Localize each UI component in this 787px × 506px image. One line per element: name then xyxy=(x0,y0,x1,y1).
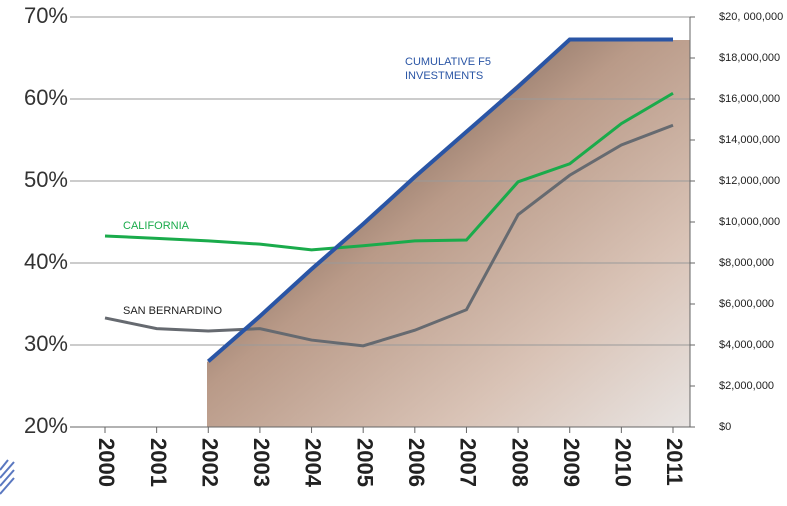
x-tick-label: 2006 xyxy=(404,438,429,487)
y2-tick-label: $4,000,000 xyxy=(719,339,774,351)
y-tick-label: 70% xyxy=(24,3,68,28)
y2-tick-label: $6,000,000 xyxy=(719,298,774,310)
series-label: SAN BERNARDINO xyxy=(123,304,323,318)
y-tick-label: 20% xyxy=(24,413,68,438)
x-tick-label: 2007 xyxy=(456,438,481,487)
y2-tick-label: $18,000,000 xyxy=(719,52,780,64)
x-tick-label: 2002 xyxy=(197,438,222,487)
y2-tick-label: $2,000,000 xyxy=(719,380,774,392)
x-tick-label: 2005 xyxy=(352,438,377,487)
x-tick-label: 2001 xyxy=(146,438,171,487)
x-tick-label: 2009 xyxy=(559,438,584,487)
y2-tick-label: $20, 000,000 xyxy=(719,11,783,23)
x-tick-label: 2003 xyxy=(249,438,274,487)
chart: 20% 30% 40% 50% 60% 70% $0 $2,000,000 $4,000,000… xyxy=(0,0,787,506)
x-tick-label: 2010 xyxy=(611,438,636,487)
y2-tick-label: $16,000,000 xyxy=(719,93,780,105)
x-tick-label: 2011 xyxy=(662,438,687,486)
photo-background xyxy=(207,40,690,427)
y2-tick-label: $12,000,000 xyxy=(719,175,780,187)
series-label: CUMULATIVE F5 INVESTMENTS xyxy=(405,55,515,83)
y2-tick-label: $14,000,000 xyxy=(719,134,780,146)
series-label: CALIFORNIA xyxy=(123,219,323,233)
y-tick-label: 40% xyxy=(24,249,68,274)
chart-svg: 20% 30% 40% 50% 60% 70% $0 $2,000,000 $4,000,000… xyxy=(0,0,787,506)
x-tick-label: 2000 xyxy=(94,438,119,487)
y2-tick-label: $0 xyxy=(719,421,731,433)
x-tick-label: 2004 xyxy=(301,438,326,488)
y2-tick-label: $8,000,000 xyxy=(719,257,774,269)
y-tick-label: 30% xyxy=(24,331,68,356)
y2-tick-label: $10,000,000 xyxy=(719,216,780,228)
x-tick-label: 2008 xyxy=(507,438,532,487)
y-tick-label: 50% xyxy=(24,167,68,192)
logo xyxy=(0,460,14,494)
y-tick-label: 60% xyxy=(24,85,68,110)
